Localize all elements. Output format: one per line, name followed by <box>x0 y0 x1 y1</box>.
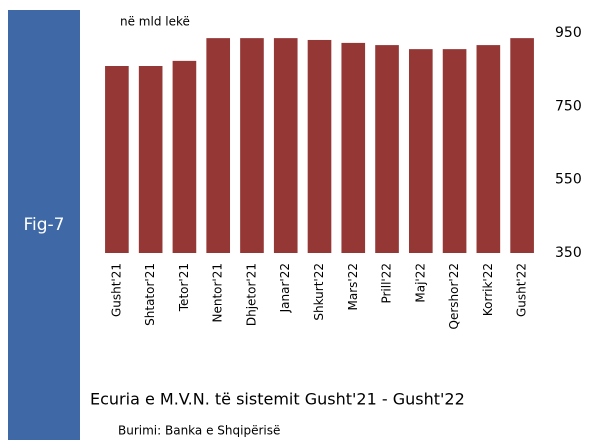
bar <box>442 49 467 254</box>
y-tick-label: 950 <box>555 25 582 41</box>
x-tick-label: Prill'22 <box>380 263 394 304</box>
x-tick-label: Shkurt'22 <box>312 263 326 321</box>
y-tick-label: 750 <box>555 98 582 114</box>
x-tick-label: Qershor'22 <box>447 263 461 329</box>
x-tick-label: Dhjetor'21 <box>244 263 258 326</box>
x-tick-label: Tetor'21 <box>177 263 191 312</box>
x-tick-label: Gusht'21 <box>109 263 123 317</box>
source: Burimi: Banka e Shqipërisë <box>118 424 280 438</box>
bar <box>408 49 433 254</box>
bar <box>138 66 163 253</box>
bar <box>510 38 534 254</box>
y-tick-label: 350 <box>555 245 582 261</box>
bar <box>476 45 501 253</box>
x-tick-label: Korrik'22 <box>481 263 495 316</box>
sidebar <box>8 10 80 440</box>
x-tick-label: Mars'22 <box>346 263 360 310</box>
x-tick-label: Gusht'22 <box>515 263 529 317</box>
bar <box>307 39 332 253</box>
y-tick-label: 550 <box>555 172 582 188</box>
x-tick-label: Janar'22 <box>278 263 292 313</box>
chart-title: Ecuria e M.V.N. të sistemit Gusht'21 - G… <box>90 390 465 409</box>
x-tick-label: Shtator'21 <box>143 263 157 326</box>
x-tick-label: Maj'22 <box>413 263 427 303</box>
bar <box>105 66 129 253</box>
bar <box>172 60 197 253</box>
x-tick-label: Nentor'21 <box>211 263 225 323</box>
bar <box>240 38 264 254</box>
unit-label: në mld lekë <box>120 15 190 29</box>
bar <box>341 42 366 254</box>
figure-label: Fig-7 <box>23 215 64 235</box>
bar <box>375 45 399 253</box>
bar <box>206 38 231 254</box>
bar <box>273 38 298 254</box>
